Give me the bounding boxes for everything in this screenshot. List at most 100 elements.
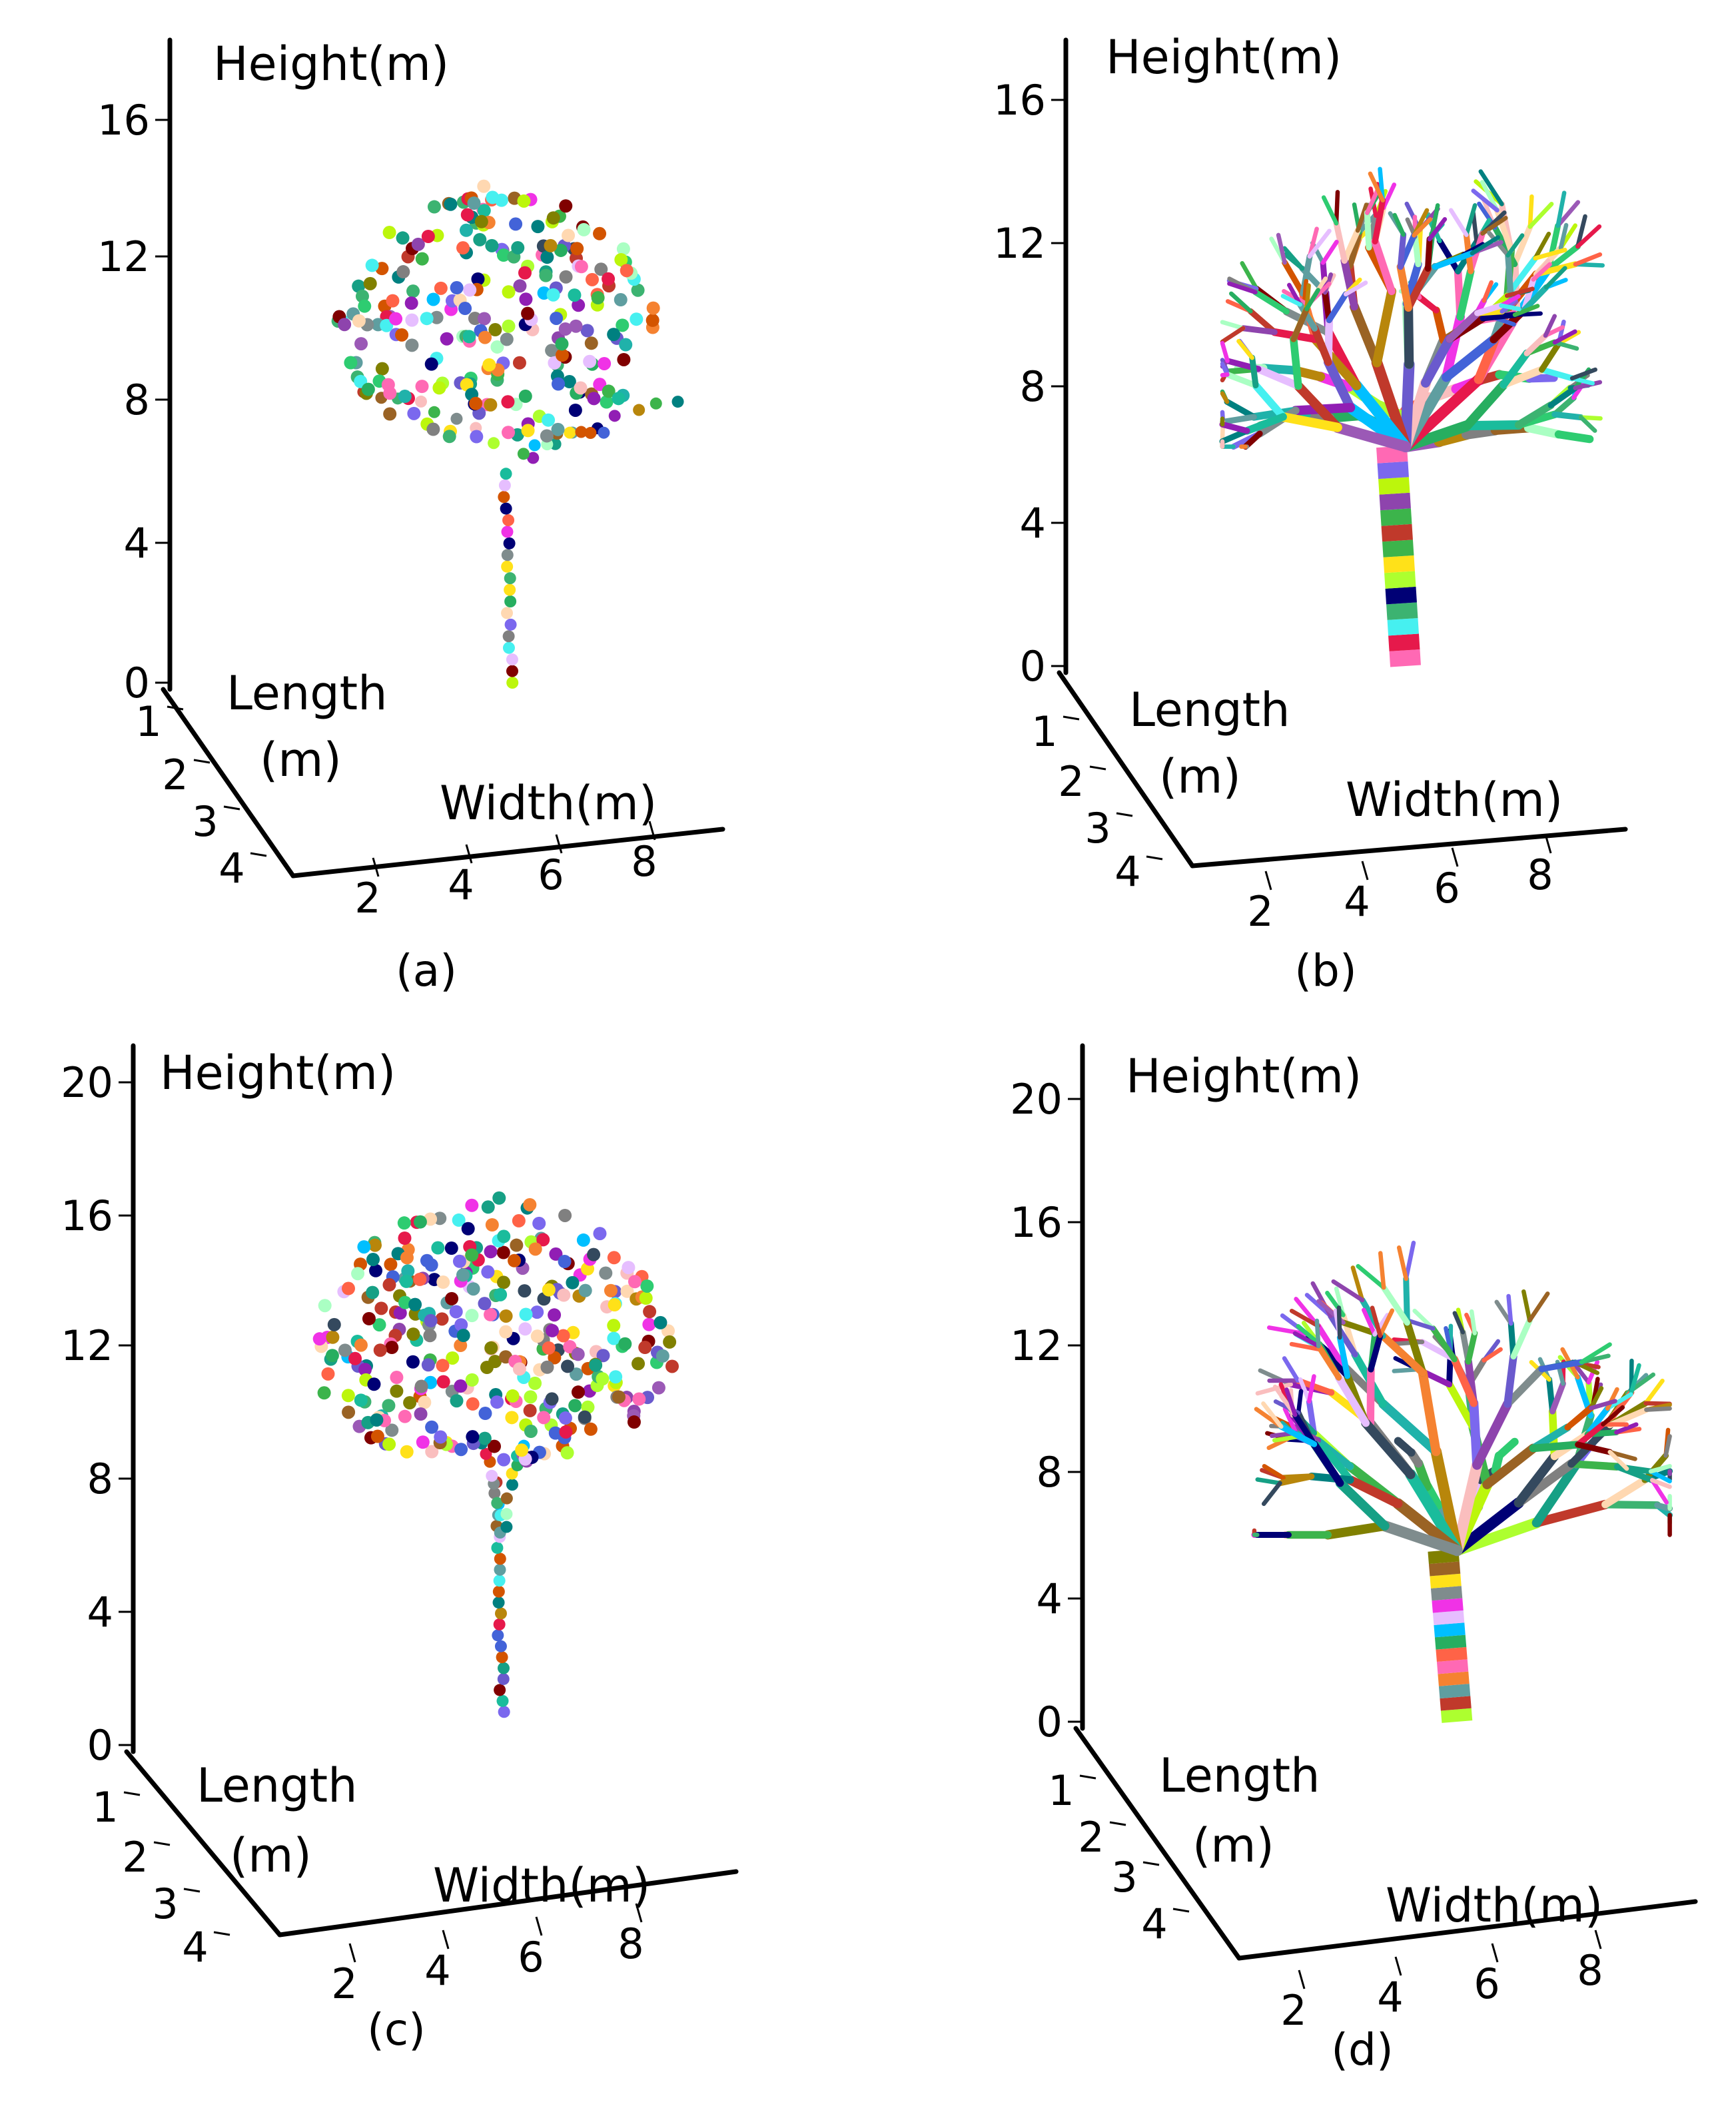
branch-segment xyxy=(1345,1475,1403,1509)
point xyxy=(374,1301,388,1315)
point xyxy=(591,291,605,305)
branch-segment xyxy=(1242,430,1263,450)
height-tick-label: 20 xyxy=(1010,1075,1063,1124)
tree-marks xyxy=(1251,1240,1673,1723)
branch-segment xyxy=(1418,1368,1441,1457)
width-tick-label: 2 xyxy=(331,1959,357,2008)
point xyxy=(326,1330,340,1344)
branch-segment xyxy=(1324,357,1356,413)
point xyxy=(477,204,491,218)
point xyxy=(619,338,633,352)
branch-segment xyxy=(1482,280,1494,303)
height-tick-label: 0 xyxy=(124,659,150,707)
branch-segment xyxy=(1249,354,1259,389)
branch-segment xyxy=(1228,291,1253,314)
length-axis-line xyxy=(161,687,296,879)
point xyxy=(502,319,516,333)
length-tick-label: 4 xyxy=(182,1923,208,1971)
branch-segment xyxy=(1282,259,1306,297)
height-tick-label: 12 xyxy=(1010,1321,1063,1370)
height-tick-label: 20 xyxy=(61,1058,113,1107)
point xyxy=(496,1245,510,1259)
point xyxy=(509,217,523,231)
point xyxy=(354,1393,368,1407)
point xyxy=(454,1379,468,1393)
point xyxy=(404,296,418,310)
point xyxy=(491,1541,504,1554)
length-axis-unit: (m) xyxy=(260,733,342,787)
point xyxy=(494,1640,507,1652)
point xyxy=(498,491,510,504)
point xyxy=(414,1379,428,1393)
point xyxy=(361,382,375,396)
height-tick-label: 4 xyxy=(1037,1575,1063,1623)
branch-segment xyxy=(1575,1441,1613,1455)
width-tick-mark xyxy=(372,857,380,877)
point xyxy=(465,1373,479,1387)
point xyxy=(512,356,526,370)
point xyxy=(561,1359,575,1373)
point xyxy=(555,348,569,362)
point xyxy=(484,1307,498,1321)
point xyxy=(499,1325,513,1339)
point xyxy=(420,1253,434,1267)
length-axis-label: Length xyxy=(1159,1748,1320,1803)
length-tick-label: 1 xyxy=(1031,707,1057,756)
branch-segment xyxy=(1224,371,1259,389)
point xyxy=(384,1257,398,1271)
point xyxy=(650,397,662,410)
point xyxy=(528,1242,542,1256)
point xyxy=(493,1575,506,1587)
branch-segment xyxy=(1495,1437,1519,1460)
branch-segment xyxy=(1584,1405,1611,1438)
point xyxy=(484,1341,498,1355)
branch-segment xyxy=(1442,334,1499,382)
width-axis-line xyxy=(1236,1899,1698,1961)
branch-segment xyxy=(1350,302,1382,368)
point xyxy=(431,1241,445,1255)
point xyxy=(365,258,379,272)
branch-segment xyxy=(1552,329,1577,345)
branch-segment xyxy=(1328,1313,1358,1358)
branch-segment xyxy=(1366,1365,1375,1427)
height-tick-label: 16 xyxy=(1010,1198,1063,1247)
point xyxy=(518,389,532,403)
trunk-segment xyxy=(1428,1561,1461,1577)
width-tick-label: 4 xyxy=(448,861,474,909)
point xyxy=(478,1407,492,1421)
point xyxy=(540,250,554,264)
branch-segment xyxy=(1289,1308,1320,1329)
branch-segment xyxy=(1510,1317,1533,1360)
point xyxy=(385,1341,399,1355)
branch-segment xyxy=(1430,1446,1463,1557)
point xyxy=(532,1216,546,1230)
branch-segment xyxy=(1552,340,1579,351)
point xyxy=(398,390,412,404)
length-tick-mark xyxy=(1116,812,1133,817)
branch-segment xyxy=(1549,1380,1566,1415)
point xyxy=(338,1343,352,1357)
point xyxy=(584,1422,598,1436)
branch-segment xyxy=(1538,340,1562,373)
point xyxy=(570,242,584,256)
point xyxy=(406,284,420,298)
branch-segment xyxy=(1614,1422,1639,1435)
point xyxy=(362,1311,376,1325)
point xyxy=(612,1390,626,1404)
point xyxy=(530,1329,544,1343)
width-tick-label: 6 xyxy=(1434,864,1460,912)
point xyxy=(382,1399,396,1413)
point xyxy=(566,1275,580,1289)
point xyxy=(396,231,410,245)
point xyxy=(530,1305,544,1319)
point xyxy=(351,1267,365,1281)
branch-segment xyxy=(1335,1478,1390,1531)
point xyxy=(426,422,440,436)
branch-segment xyxy=(1333,220,1348,264)
height-tick-label: 16 xyxy=(993,76,1046,125)
branch-segment xyxy=(1259,364,1299,375)
point xyxy=(503,537,516,549)
height-tick-label: 16 xyxy=(61,1192,113,1240)
branch-segment xyxy=(1262,1464,1286,1481)
point xyxy=(574,381,588,395)
